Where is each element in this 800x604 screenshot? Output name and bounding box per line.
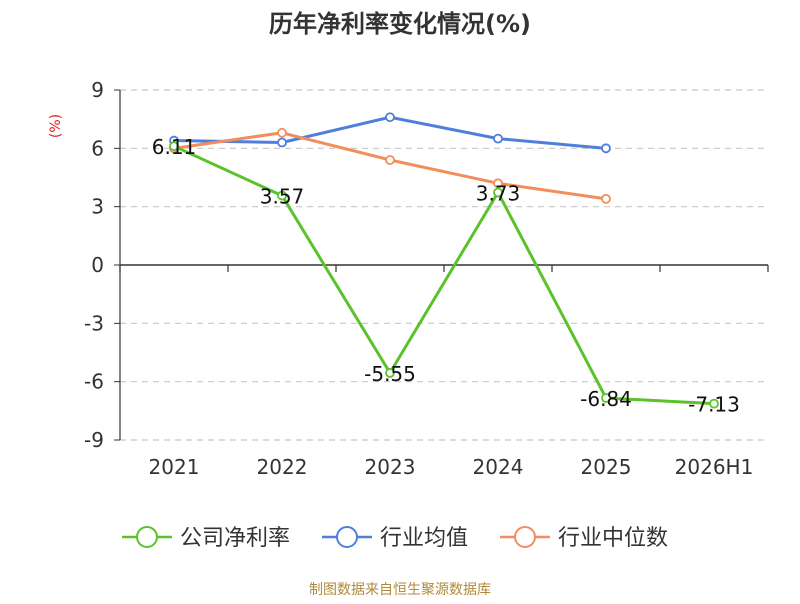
- series-line-0: [173, 144, 715, 406]
- data-point: [493, 178, 503, 189]
- legend: 公司净利率 行业均值 行业中位数: [122, 526, 668, 551]
- data-point: [277, 190, 287, 201]
- data-point: [385, 112, 395, 123]
- x-tick-label: 2021: [149, 455, 200, 479]
- data-point: [385, 155, 395, 165]
- y-tick-label: 6: [91, 136, 104, 160]
- legend-swatch-marker: [514, 526, 536, 548]
- y-tick-label: -9: [84, 428, 104, 452]
- legend-label: 公司净利率: [180, 526, 290, 551]
- data-label: 3.57: [260, 185, 305, 209]
- legend-label: 行业均值: [380, 526, 468, 551]
- data-label: 3.73: [476, 181, 521, 205]
- data-point: [493, 133, 503, 144]
- data-point: [169, 141, 179, 152]
- data-label: -5.55: [364, 362, 416, 386]
- data-point: [601, 193, 611, 204]
- data-labels: 6.11 3.57 -5.55 3.73 -6.84 -7.13: [152, 135, 740, 416]
- grid-lines: [120, 89, 768, 441]
- y-tick-label: 0: [91, 253, 104, 277]
- y-unit-label: (%): [48, 114, 64, 138]
- y-tick-label: -6: [84, 370, 104, 394]
- x-tick-label: 2025: [581, 455, 632, 479]
- axes: 9 6 3 0 -3 -6 -9 2021 2022 2023 2024 2025 2026H1: [84, 78, 769, 479]
- data-point: [601, 143, 611, 154]
- data-point: [277, 137, 287, 148]
- legend-label: 行业中位数: [558, 526, 668, 551]
- data-label: -6.84: [580, 387, 632, 411]
- y-tick-label: 9: [91, 78, 104, 102]
- data-label: -7.13: [688, 393, 740, 417]
- data-point: [709, 398, 719, 409]
- legend-swatch-marker: [136, 526, 158, 548]
- y-tick-label: 3: [91, 195, 104, 219]
- data-point: [385, 368, 395, 378]
- source-note: 制图数据来自恒生聚源数据库: [309, 582, 491, 598]
- x-tick-label: 2024: [473, 455, 524, 479]
- legend-item: 行业中位数: [500, 526, 668, 551]
- x-tick-label: 2026H1: [675, 455, 754, 479]
- data-point: [601, 393, 611, 403]
- legend-item: 行业均值: [322, 526, 468, 551]
- data-point: [493, 187, 503, 198]
- x-tick-label: 2022: [257, 455, 308, 479]
- data-label: 6.11: [152, 135, 197, 159]
- legend-swatch-marker: [336, 526, 358, 548]
- series: [169, 112, 719, 409]
- x-tick-label: 2023: [365, 455, 416, 479]
- chart-title: 历年净利率变化情况(%): [269, 10, 531, 38]
- legend-item: 公司净利率: [122, 526, 290, 551]
- data-point: [277, 127, 287, 138]
- y-tick-label: -3: [84, 311, 104, 335]
